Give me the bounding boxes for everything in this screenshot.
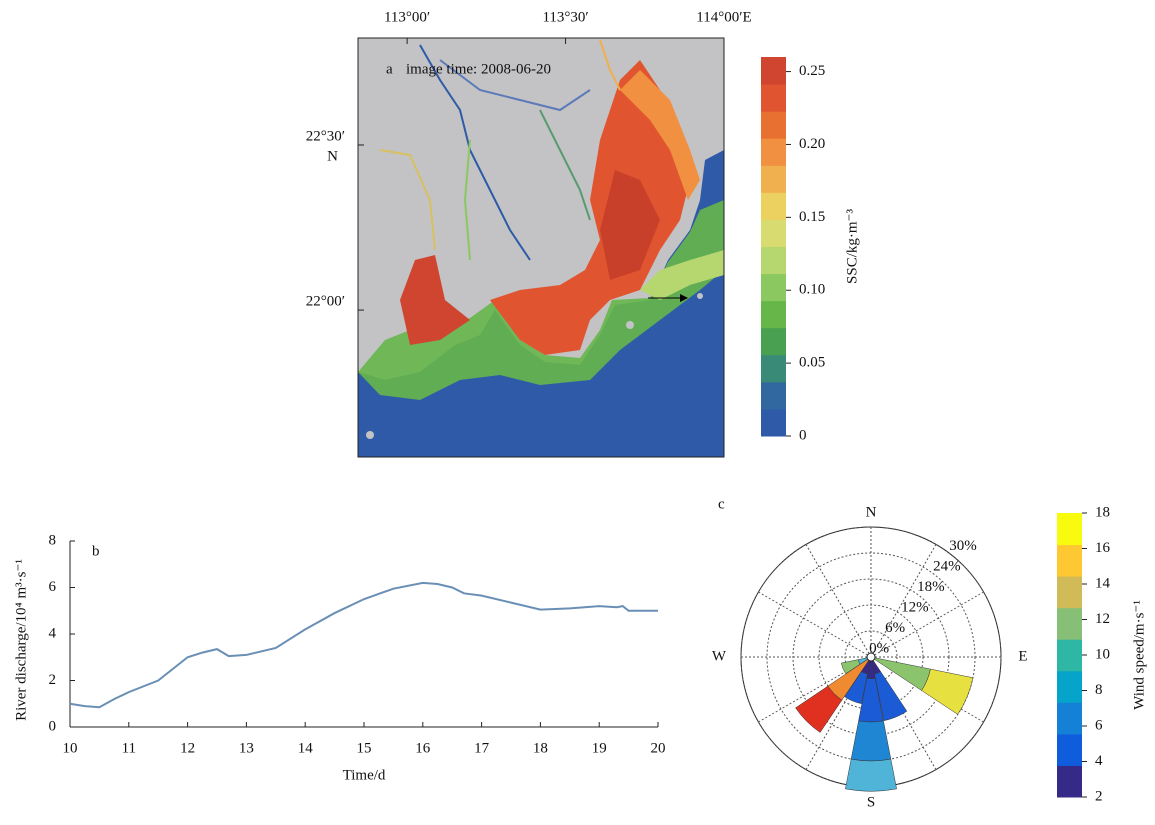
map-image: [358, 38, 724, 457]
x-tick-label: 16: [415, 740, 431, 756]
colorbar-segment: [1057, 734, 1082, 766]
r-tick-label: 30%: [949, 538, 977, 554]
figure: 113°00′ 113°30′ 114°00′E 22°00′ 22°30′ Naimag…: [0, 0, 1155, 825]
y-tick-label: 6: [49, 579, 57, 595]
colorbar-tick-label: 6: [1095, 717, 1103, 733]
x-tick-label: 114°00′E: [696, 9, 751, 25]
colorbar-segment: [761, 165, 786, 193]
colorbar-segment: [761, 382, 786, 410]
colorbar-segment: [761, 192, 786, 220]
direction-label: N: [866, 504, 877, 520]
r-tick-label: 18%: [917, 579, 945, 595]
colorbar-tick-label: 10: [1095, 646, 1110, 662]
colorbar-segment: [1057, 639, 1082, 671]
x-tick-label: 13: [239, 740, 254, 756]
wedge: [845, 759, 896, 791]
x-tick-label: 15: [357, 740, 372, 756]
y-tick-label: 4: [49, 625, 57, 641]
colorbar-tick-label: 16: [1095, 540, 1111, 556]
y-tick-label: 8: [49, 532, 57, 548]
colorbar-segment: [1057, 702, 1082, 734]
colorbar-tick-label: 8: [1095, 682, 1103, 698]
r-tick-label: 24%: [933, 559, 961, 575]
colorbar-segment: [761, 328, 786, 356]
colorbar-tick-label: 0.15: [799, 209, 825, 225]
x-tick-label: 11: [122, 740, 136, 756]
direction-label: W: [712, 648, 727, 664]
x-tick-label: 113°00′: [384, 9, 430, 25]
colorbar-segment: [761, 111, 786, 139]
colorbar-segment: [1057, 765, 1082, 797]
r-tick-label: 6%: [885, 620, 905, 636]
annotation: image time: 2008-06-20: [406, 61, 551, 77]
x-tick-label: 12: [180, 740, 195, 756]
colorbar-tick-label: 18: [1095, 504, 1110, 520]
colorbar-segment: [1057, 576, 1082, 608]
colorbar-segment: [761, 355, 786, 383]
x-tick-label: 18: [533, 740, 548, 756]
colorbar-tick-label: 0.10: [799, 282, 825, 298]
panel-label: a: [386, 61, 393, 77]
y-axis-label: River discharge/10⁴ m³·s⁻¹: [13, 559, 29, 721]
colorbar-tick-label: 14: [1095, 575, 1111, 591]
colorbar-tick-label: 0.20: [799, 136, 825, 152]
hemisphere-label: N: [327, 148, 338, 164]
colorbar-tick-label: 0.05: [799, 355, 825, 371]
r-tick-label: 12%: [901, 600, 929, 616]
line: [70, 583, 658, 707]
y-tick-label: 0: [49, 718, 57, 734]
x-tick-label: 17: [474, 740, 490, 756]
colorbar-tick-label: 12: [1095, 611, 1110, 627]
colorbar-segment: [1057, 608, 1082, 640]
colorbar-label: SSC/kg·m⁻³: [844, 209, 860, 284]
colorbar-segment: [1057, 545, 1082, 577]
y-tick-label: 2: [49, 672, 57, 688]
y-tick-label: 22°00′: [306, 294, 345, 310]
colorbar-segment: [1057, 513, 1082, 545]
colorbar-tick-label: 4: [1095, 753, 1103, 769]
colorbar-segment: [761, 247, 786, 275]
direction-label: S: [867, 794, 875, 810]
colorbar-segment: [761, 274, 786, 302]
colorbar-segment: [761, 219, 786, 247]
center: [867, 653, 875, 661]
colorbar-segment: [1057, 671, 1082, 703]
colorbar-tick-label: 2: [1095, 788, 1103, 804]
direction-label: E: [1018, 648, 1027, 664]
x-tick-label: 19: [592, 740, 607, 756]
x-tick-label: 10: [63, 740, 78, 756]
colorbar-segment: [761, 301, 786, 329]
x-tick-label: 113°30′: [542, 9, 588, 25]
colorbar-label: Wind speed/m·s⁻¹: [1131, 600, 1147, 710]
x-tick-label: 20: [651, 740, 666, 756]
y-tick-label: 22°30′: [306, 128, 345, 144]
colorbar-segment: [761, 57, 786, 85]
colorbar-segment: [761, 409, 786, 437]
colorbar-tick-label: 0: [799, 427, 807, 443]
x-tick-label: 14: [298, 740, 314, 756]
colorbar-segment: [761, 138, 786, 166]
x-axis-label: Time/d: [343, 767, 386, 783]
panel-label: c: [718, 496, 725, 512]
colorbar-tick-label: 0.25: [799, 63, 825, 79]
colorbar-segment: [761, 84, 786, 112]
panel-label: b: [92, 543, 100, 559]
